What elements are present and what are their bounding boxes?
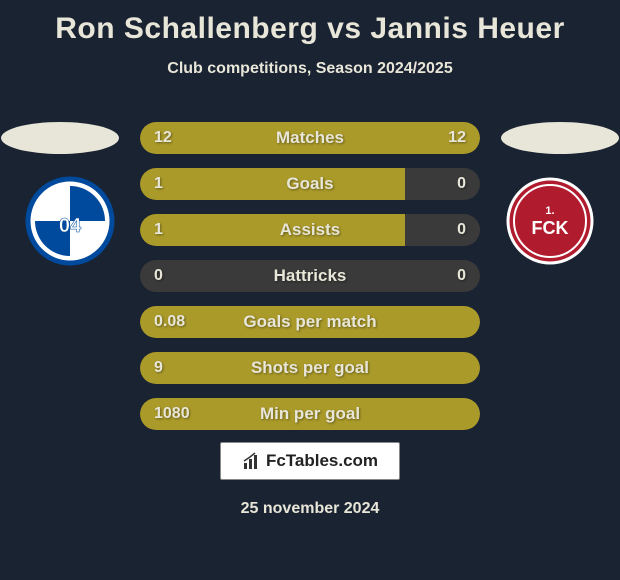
stat-value-left: 1 [154, 168, 163, 200]
stat-row: Matches12 12 [140, 122, 480, 154]
stat-value-right: 0 [457, 260, 466, 292]
stat-value-right: 0 [457, 214, 466, 246]
ellipse-left [1, 122, 119, 154]
club-logo-left-text: 04 [59, 215, 82, 237]
club-logo-right-text: FCK [532, 218, 569, 238]
subtitle: Club competitions, Season 2024/2025 [0, 60, 620, 78]
stat-label: Goals [140, 168, 480, 200]
chart-icon [242, 451, 262, 471]
stat-row: Goals1 0 [140, 168, 480, 200]
stat-label: Assists [140, 214, 480, 246]
stat-label: Shots per goal [140, 352, 480, 384]
stat-row: Min per goal1080 [140, 398, 480, 430]
stat-row: Goals per match0.08 [140, 306, 480, 338]
stat-label: Hattricks [140, 260, 480, 292]
stat-value-left: 1080 [154, 398, 190, 430]
club-logo-right: 1. FCK [500, 176, 600, 266]
ellipse-right [501, 122, 619, 154]
page-title: Ron Schallenberg vs Jannis Heuer [0, 0, 620, 46]
stat-value-left: 12 [154, 122, 172, 154]
stat-value-left: 9 [154, 352, 163, 384]
stats-bars: Matches1212Goals10Assists10Hattricks00Go… [140, 122, 480, 444]
stat-value-right: 0 [457, 168, 466, 200]
site-badge-text: FcTables.com [266, 451, 378, 471]
stat-label: Matches [140, 122, 480, 154]
stat-label: Min per goal [140, 398, 480, 430]
stat-value-left: 1 [154, 214, 163, 246]
stat-row: Hattricks0 0 [140, 260, 480, 292]
site-badge: FcTables.com [220, 442, 400, 480]
stat-value-left: 0.08 [154, 306, 185, 338]
stat-row: Assists1 0 [140, 214, 480, 246]
stat-value-right: 12 [448, 122, 466, 154]
stat-value-left: 0 [154, 260, 163, 292]
club-logo-left: 04 [20, 176, 120, 266]
stat-label: Goals per match [140, 306, 480, 338]
svg-text:1.: 1. [545, 205, 554, 217]
stat-row: Shots per goal9 [140, 352, 480, 384]
footer-date: 25 november 2024 [0, 500, 620, 518]
